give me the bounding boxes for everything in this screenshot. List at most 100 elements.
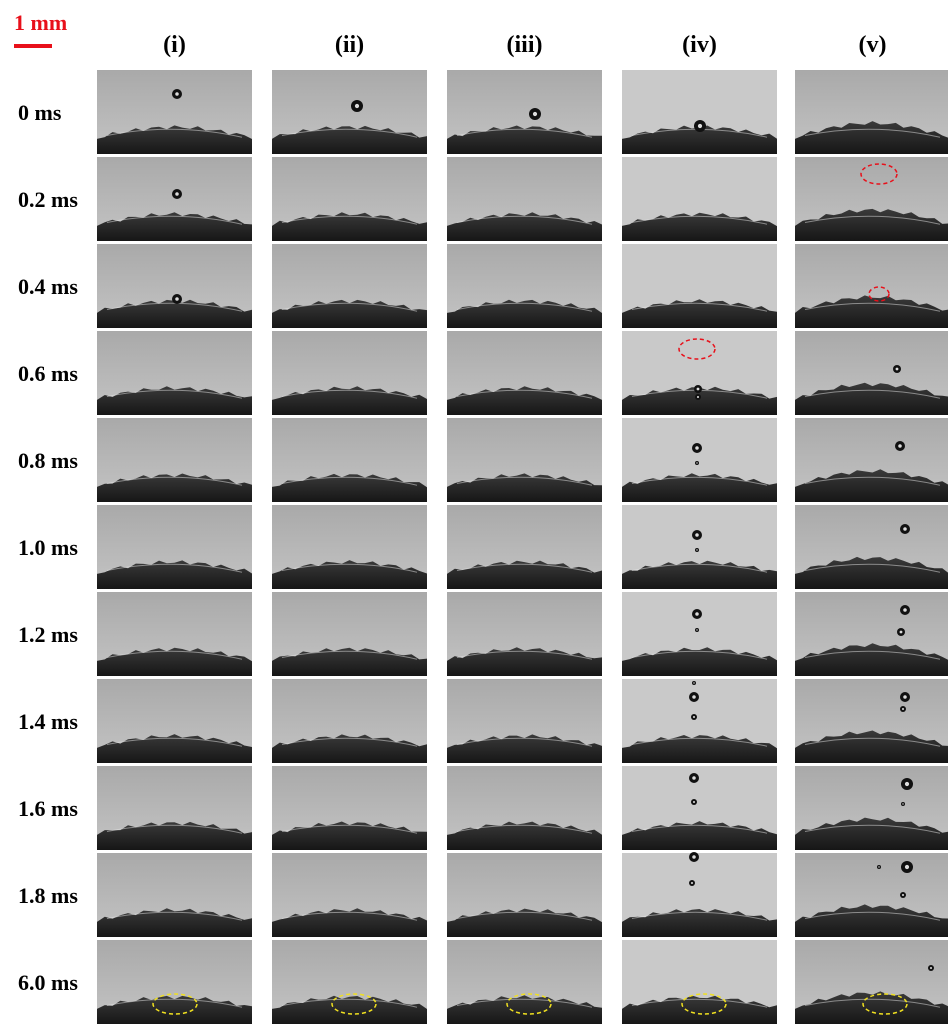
surface — [272, 299, 427, 328]
surface-highlight — [631, 824, 768, 834]
photo-frame — [97, 853, 252, 937]
row-label: 1.6 ms — [18, 796, 78, 821]
row-label: 6.0 ms — [18, 970, 78, 995]
droplet-glint — [695, 612, 699, 616]
surface-highlight — [106, 389, 243, 399]
surface-highlight — [106, 650, 243, 660]
photo-frame — [622, 418, 777, 502]
surface — [795, 295, 948, 328]
surface — [795, 469, 948, 502]
droplet-glint — [690, 881, 694, 885]
droplet-glint — [696, 549, 698, 551]
photo-frame — [272, 940, 427, 1024]
surface — [97, 647, 252, 676]
surface-highlight — [281, 302, 418, 312]
photo-frame — [795, 157, 948, 241]
photo-frame — [272, 853, 427, 937]
photo-frame — [795, 853, 948, 937]
droplet-glint — [696, 387, 700, 391]
photo-frame — [622, 592, 777, 676]
photo-frame — [622, 766, 777, 850]
photo-frame — [272, 157, 427, 241]
surface — [272, 125, 427, 154]
surface — [622, 386, 777, 415]
surface-highlight — [281, 650, 418, 660]
droplet-glint — [692, 800, 696, 804]
surface-highlight — [804, 737, 941, 747]
droplet-glint — [532, 111, 538, 117]
photo-frame — [97, 418, 252, 502]
surface — [795, 121, 948, 154]
surface — [447, 560, 602, 589]
droplet-glint — [903, 527, 907, 531]
photo-frame — [272, 244, 427, 328]
column-header: (ii) — [335, 32, 364, 58]
photo-frame — [97, 70, 252, 154]
surface-highlight — [631, 476, 768, 486]
photo-frame — [447, 766, 602, 850]
photo-frame — [272, 70, 427, 154]
droplet-glint — [693, 682, 695, 684]
surface — [272, 647, 427, 676]
surface-highlight — [456, 215, 593, 225]
photo-frame — [447, 592, 602, 676]
surface-highlight — [106, 128, 243, 138]
photo-frame — [97, 592, 252, 676]
surface — [447, 125, 602, 154]
row-label: 0 ms — [18, 100, 62, 125]
surface-highlight — [456, 824, 593, 834]
surface — [447, 908, 602, 937]
photo-frame — [795, 244, 948, 328]
marker-group — [678, 338, 716, 360]
row-label: 0.6 ms — [18, 361, 78, 386]
surface-highlight — [804, 998, 941, 1008]
surface — [795, 556, 948, 589]
surface — [97, 821, 252, 850]
surface — [622, 909, 777, 937]
marker-group — [860, 163, 898, 185]
surface-highlight — [631, 215, 768, 225]
surface — [97, 995, 252, 1024]
surface-highlight — [106, 911, 243, 921]
surface-highlight — [106, 824, 243, 834]
photo-frame — [795, 766, 948, 850]
surface-highlight — [804, 215, 941, 225]
surface-highlight — [631, 998, 768, 1008]
photo-frame — [447, 244, 602, 328]
row-label: 0.4 ms — [18, 274, 78, 299]
surface-highlight — [804, 128, 941, 138]
surface — [447, 299, 602, 328]
droplet-glint — [354, 103, 360, 109]
surface-highlight — [804, 563, 941, 573]
photo-frame — [447, 853, 602, 937]
photo-frame — [447, 505, 602, 589]
column-header: (i) — [163, 32, 186, 58]
surface-highlight — [631, 737, 768, 747]
marker-group — [868, 286, 890, 302]
droplet-glint — [696, 395, 700, 399]
photo-frame — [622, 244, 777, 328]
surface-highlight — [631, 563, 768, 573]
photo-frame — [272, 505, 427, 589]
row-label: 1.4 ms — [18, 709, 78, 734]
photo-frame — [622, 505, 777, 589]
surface-highlight — [804, 302, 941, 312]
photo-frame — [447, 331, 602, 415]
column-header: (iv) — [682, 32, 717, 58]
row-label: 1.0 ms — [18, 535, 78, 560]
row-label: 1.8 ms — [18, 883, 78, 908]
surface — [795, 817, 948, 850]
photo-frame — [622, 679, 777, 763]
surface — [97, 473, 252, 502]
droplet-glint — [692, 715, 696, 719]
surface — [272, 995, 427, 1024]
surface — [795, 991, 948, 1024]
surface — [795, 904, 948, 937]
highlight-ellipse — [678, 338, 716, 360]
photo-frame — [272, 331, 427, 415]
row-label: 0.8 ms — [18, 448, 78, 473]
row-label: 1.2 ms — [18, 622, 78, 647]
droplet-glint — [697, 123, 703, 129]
surface — [447, 821, 602, 850]
